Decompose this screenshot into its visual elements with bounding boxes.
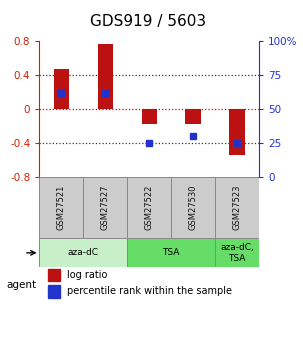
Bar [215,238,259,267]
Text: GSM27527: GSM27527 [101,185,110,230]
Bar [185,109,201,124]
Bar [215,177,259,238]
Text: GSM27523: GSM27523 [233,185,241,230]
Text: percentile rank within the sample: percentile rank within the sample [67,286,232,296]
Text: aza-dC,
TSA: aza-dC, TSA [220,243,254,263]
Text: log ratio: log ratio [67,270,107,280]
Bar [98,44,113,109]
Text: agent: agent [6,280,36,289]
Bar [127,177,171,238]
Bar [83,177,127,238]
Text: GSM27530: GSM27530 [189,185,198,230]
Text: GSM27522: GSM27522 [145,185,154,230]
Bar [39,177,83,238]
Text: GDS919 / 5603: GDS919 / 5603 [90,14,207,29]
Bar [171,177,215,238]
Text: GSM27521: GSM27521 [57,185,66,230]
Text: TSA: TSA [162,248,180,257]
Bar [39,238,127,267]
Bar [229,109,245,156]
Bar [142,109,157,124]
Bar [54,69,69,109]
Text: aza-dC: aza-dC [68,248,99,257]
Bar [127,238,215,267]
Bar [48,269,60,281]
Bar [48,285,60,297]
